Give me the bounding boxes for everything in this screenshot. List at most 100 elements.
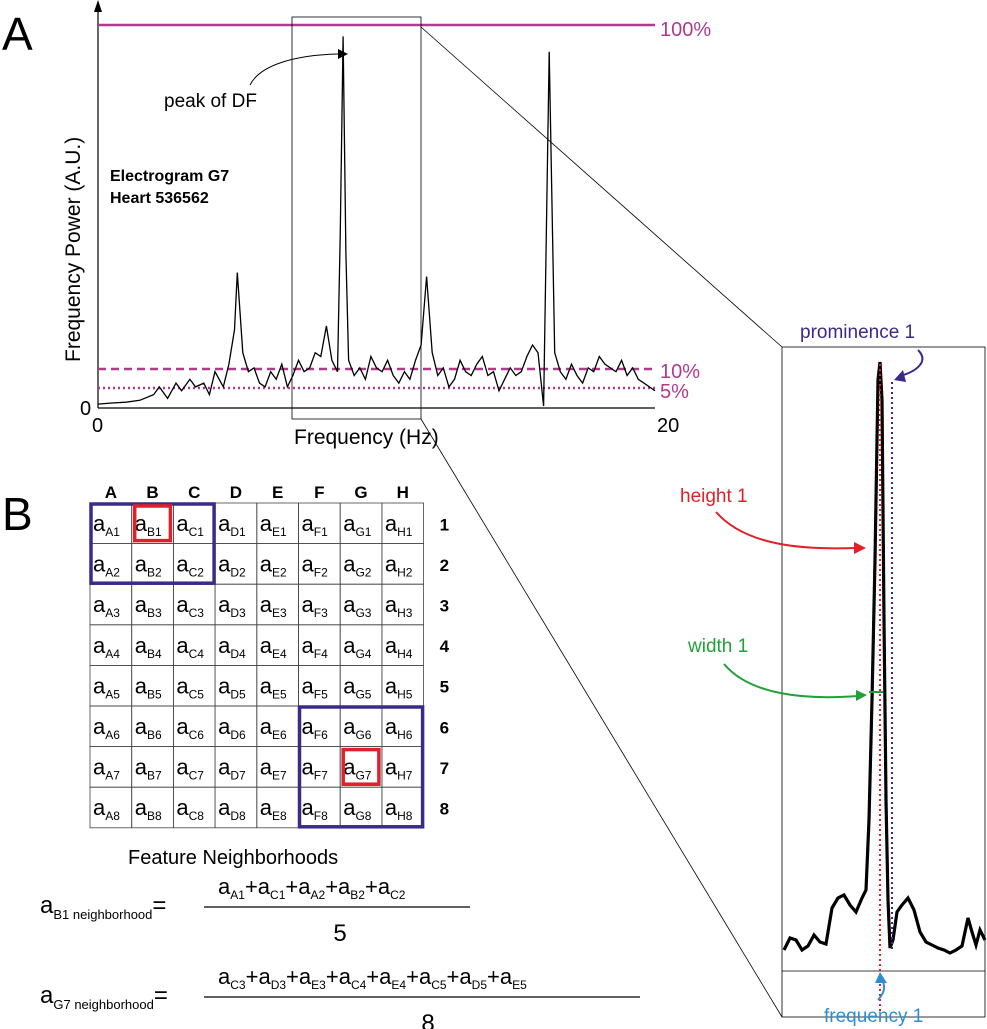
cell-label: aF7 bbox=[302, 755, 329, 783]
g7-neighborhood-box bbox=[297, 705, 425, 829]
cell-label: aA5 bbox=[93, 673, 120, 701]
threshold-5-label: 5% bbox=[660, 381, 689, 403]
x-axis-label: Frequency (Hz) bbox=[294, 426, 439, 449]
cell-label: aE4 bbox=[260, 633, 287, 661]
cell-label: aE6 bbox=[260, 714, 287, 742]
zoom-selection-box bbox=[291, 16, 422, 420]
cell-label: aC6 bbox=[176, 714, 204, 742]
peak-annotation-arrowhead bbox=[338, 49, 348, 59]
cell-label: aA2 bbox=[93, 552, 120, 580]
equation-b1: aB1 neighborhood= aA1+aC1+aA2+aB2+aC2 5 bbox=[40, 874, 470, 947]
cell-label: aH6 bbox=[385, 714, 413, 742]
spectrum-line bbox=[97, 36, 656, 407]
column-header: D bbox=[230, 483, 242, 502]
cell-label: aF4 bbox=[302, 633, 329, 661]
cell-label: aH2 bbox=[385, 552, 413, 580]
cell-label: aG8 bbox=[343, 795, 372, 823]
row-header: 2 bbox=[440, 556, 449, 575]
width-arrow bbox=[723, 663, 859, 699]
cell-label: aH5 bbox=[385, 673, 413, 701]
cell-label: aD8 bbox=[218, 795, 246, 823]
frequency-label: frequency 1 bbox=[824, 1006, 923, 1027]
cell-label: aF8 bbox=[302, 795, 329, 823]
cell-label: aE5 bbox=[260, 673, 287, 701]
cell-label: aG1 bbox=[343, 511, 372, 539]
height-label: height 1 bbox=[680, 486, 748, 507]
column-header: E bbox=[272, 483, 283, 502]
y-axis-arrow bbox=[94, 0, 102, 12]
cell-label: aE8 bbox=[260, 795, 287, 823]
cell-label: aC5 bbox=[176, 673, 204, 701]
cell-label: aF6 bbox=[302, 714, 329, 742]
cell-label: aE7 bbox=[260, 755, 287, 783]
panel-a-letter: A bbox=[2, 8, 33, 60]
equation-lhs: aG7 neighborhood= bbox=[40, 982, 168, 1012]
cell-label: aC7 bbox=[176, 755, 204, 783]
cell-label: aC1 bbox=[176, 511, 204, 539]
cell-label: aC2 bbox=[176, 552, 204, 580]
equation-lhs: aB1 neighborhood= bbox=[40, 892, 166, 922]
y-tick-min: 0 bbox=[80, 398, 91, 420]
row-header: 7 bbox=[440, 759, 449, 778]
zoom-connector-top bbox=[420, 26, 783, 348]
height-arrow bbox=[715, 511, 857, 550]
b1-neighborhood-box bbox=[89, 502, 216, 585]
y-axis-label: Frequency Power (A.U.) bbox=[62, 137, 85, 362]
cell-label: aG2 bbox=[343, 552, 372, 580]
cell-label: aC8 bbox=[176, 795, 204, 823]
cell-label: aF3 bbox=[302, 592, 329, 620]
frequency-arrowhead bbox=[875, 972, 887, 983]
cell-label: aB6 bbox=[135, 714, 162, 742]
threshold-100-label: 100% bbox=[660, 19, 711, 41]
row-header: 4 bbox=[440, 637, 450, 656]
cell-label: aG6 bbox=[343, 714, 372, 742]
cell-label: aA6 bbox=[93, 714, 120, 742]
cell-label: aD2 bbox=[218, 552, 246, 580]
cell-label: aA4 bbox=[93, 633, 120, 661]
zoom-connector-bottom bbox=[420, 418, 783, 1018]
cell-label: aF2 bbox=[302, 552, 329, 580]
cell-label: aG7 bbox=[343, 755, 372, 783]
cell-label: aF5 bbox=[302, 673, 329, 701]
cell-label: aD1 bbox=[218, 511, 246, 539]
row-header: 8 bbox=[440, 800, 449, 819]
cell-label: aH7 bbox=[385, 755, 413, 783]
cell-label: aA3 bbox=[93, 592, 120, 620]
x-tick-max: 20 bbox=[657, 415, 679, 437]
equation-numerator: aA1+aC1+aA2+aB2+aC2 bbox=[218, 874, 406, 902]
column-header: A bbox=[105, 483, 117, 502]
g7-target-box bbox=[341, 747, 381, 786]
row-header: 3 bbox=[440, 597, 449, 616]
equation-denominator: 8 bbox=[421, 1010, 434, 1029]
cell-label: aH3 bbox=[385, 592, 413, 620]
cell-label: aG4 bbox=[343, 633, 372, 661]
cell-label: aD5 bbox=[218, 673, 246, 701]
cell-label: aB1 bbox=[135, 511, 162, 539]
cell-label: aG5 bbox=[343, 673, 372, 701]
cell-label: aH1 bbox=[385, 511, 413, 539]
cell-label: aH8 bbox=[385, 795, 413, 823]
zoom-spectrum bbox=[782, 361, 987, 955]
width-arrowhead bbox=[856, 690, 867, 701]
row-header: 1 bbox=[440, 515, 449, 534]
cell-label: aC3 bbox=[176, 592, 204, 620]
cell-label: aB8 bbox=[135, 795, 162, 823]
cell-label: aG3 bbox=[343, 592, 372, 620]
cell-label: aB3 bbox=[135, 592, 162, 620]
cell-label: aE2 bbox=[260, 552, 287, 580]
cell-label: aH4 bbox=[385, 633, 413, 661]
peak-annotation: peak of DF bbox=[164, 91, 257, 112]
cell-label: aC4 bbox=[176, 633, 204, 661]
row-header: 5 bbox=[440, 678, 449, 697]
equation-numerator: aC3+aD3+aE3+aC4+aE4+aC5+aD5+aE5 bbox=[218, 964, 527, 992]
panel-b-letter: B bbox=[2, 488, 33, 540]
peak-annotation-arrow bbox=[249, 53, 339, 86]
cell-label: aB7 bbox=[135, 755, 162, 783]
column-header: F bbox=[314, 483, 324, 502]
prominence-label: prominence 1 bbox=[800, 322, 915, 343]
cell-label: aA8 bbox=[93, 795, 120, 823]
x-tick-min: 0 bbox=[92, 415, 103, 437]
column-header: G bbox=[354, 483, 367, 502]
info-line-1: Electrogram G7 bbox=[110, 168, 229, 185]
prominence-arrowhead bbox=[894, 370, 906, 382]
